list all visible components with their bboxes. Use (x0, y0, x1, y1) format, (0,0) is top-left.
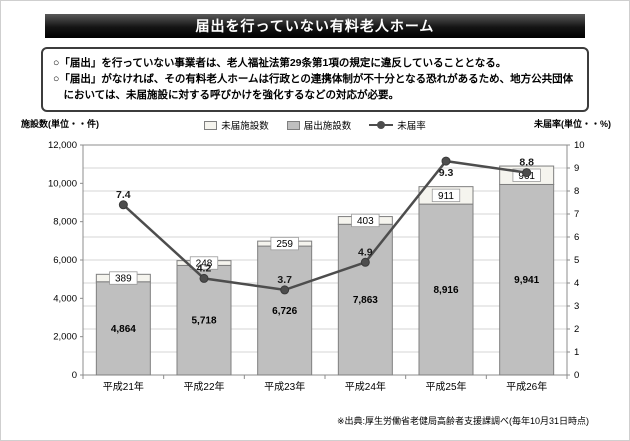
legend-label: 届出施設数 (304, 118, 352, 132)
reported-value-label: 8,916 (433, 285, 458, 296)
rate-value-label: 8.8 (519, 157, 534, 169)
category-label: 平成22年 (183, 380, 224, 393)
reported-value-label: 4,864 (111, 324, 136, 335)
unreported-value-label: 259 (276, 239, 293, 250)
left-axis-tick-label: 0 (72, 370, 77, 381)
right-axis-tick-label: 1 (574, 347, 579, 358)
category-label: 平成25年 (425, 380, 466, 393)
legend-swatch-icon (287, 121, 300, 130)
legend-label: 未届施設数 (221, 118, 269, 132)
unreported-value-label: 403 (357, 216, 374, 227)
line-marker (523, 169, 531, 177)
right-axis-tick-label: 9 (574, 163, 579, 174)
rate-value-label: 4.9 (358, 247, 373, 259)
left-axis-tick-label: 6,000 (53, 255, 77, 266)
category-label: 平成21年 (103, 380, 144, 393)
rate-value-label: 3.7 (277, 274, 292, 286)
legend-item: 未届施設数 (204, 118, 269, 132)
right-axis-tick-label: 8 (574, 186, 579, 197)
page-title: 届出を行っていない有料老人ホーム (45, 14, 585, 38)
reported-value-label: 6,726 (272, 306, 297, 317)
line-marker (442, 157, 450, 165)
unreported-value-label: 911 (438, 191, 454, 202)
left-axis-tick-label: 12,000 (48, 140, 77, 151)
left-axis-tick-label: 8,000 (53, 217, 77, 228)
note-line-2: ○「届出」がなければ、その有料老人ホームは行政との連携体制が不十分となる恐れがあ… (53, 72, 577, 104)
rate-value-label: 4.2 (197, 263, 212, 275)
unreported-value-label: 389 (115, 274, 132, 285)
rate-value-label: 7.4 (116, 189, 131, 201)
right-axis-tick-label: 4 (574, 278, 579, 289)
reported-value-label: 7,863 (353, 295, 378, 306)
chart-plot: 0 2,000 4,000 6,000 8,000 10,000 12,000 0 1 2 3 4 5 6… (19, 133, 611, 401)
line-marker (200, 275, 208, 283)
legend-swatch-icon (204, 121, 217, 130)
line-marker (281, 286, 289, 294)
legend-item: 届出施設数 (287, 118, 352, 132)
slide-page: 届出を行っていない有料老人ホーム ○「届出」を行っていない事業者は、老人福祉法第… (0, 0, 630, 441)
rate-value-label: 9.3 (439, 167, 454, 179)
left-axis-tick-label: 4,000 (53, 294, 77, 305)
right-axis-tick-label: 2 (574, 324, 579, 335)
legend-item: 未届率 (369, 118, 426, 132)
line-marker (361, 259, 369, 267)
legend-dot-icon (377, 121, 385, 129)
right-axis-tick-label: 3 (574, 301, 579, 312)
chart-area: 施設数(単位・・件) 未届率(単位・・%) 未届施設数 届出施設数 未届率 0 2,0… (19, 117, 611, 406)
category-label: 平成24年 (345, 380, 386, 393)
legend-label: 未届率 (397, 118, 426, 132)
left-axis-tick-label: 2,000 (53, 332, 77, 343)
line-marker (119, 201, 127, 209)
right-axis-tick-label: 0 (574, 370, 579, 381)
source-footnote: ※出典:厚生労働省老健局高齢者支援課調べ(毎年10月31日時点) (337, 414, 589, 427)
left-axis-title: 施設数(単位・・件) (21, 117, 99, 130)
right-axis-tick-label: 10 (574, 140, 585, 151)
category-label: 平成26年 (506, 380, 547, 393)
reported-value-label: 5,718 (191, 316, 216, 327)
left-axis-tick-label: 10,000 (48, 179, 77, 190)
note-line-1: ○「届出」を行っていない事業者は、老人福祉法第29条第1項の規定に違反しているこ… (53, 56, 577, 72)
right-axis-title: 未届率(単位・・%) (534, 117, 611, 130)
legend-line-marker-icon (369, 124, 393, 126)
right-axis-tick-label: 7 (574, 209, 579, 220)
reported-value-label: 9,941 (514, 275, 539, 286)
right-axis-tick-label: 6 (574, 232, 579, 243)
chart-legend: 未届施設数 届出施設数 未届率 (19, 117, 611, 133)
note-box: ○「届出」を行っていない事業者は、老人福祉法第29条第1項の規定に違反しているこ… (41, 47, 589, 112)
right-axis-tick-label: 5 (574, 255, 579, 266)
category-label: 平成23年 (264, 380, 305, 393)
